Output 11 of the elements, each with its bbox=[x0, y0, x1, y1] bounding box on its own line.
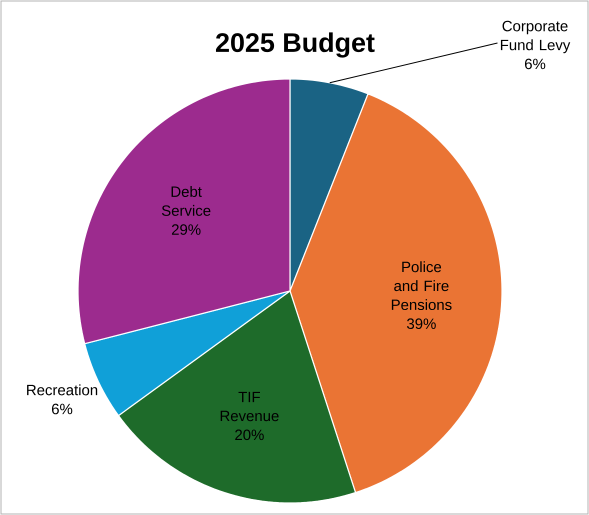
chart-title: 2025 Budget bbox=[216, 32, 375, 58]
data-label: 6% bbox=[524, 58, 546, 70]
slice-label: TIF Revenue bbox=[220, 392, 279, 422]
data-label: 39% bbox=[406, 318, 436, 329]
slice-label: Corporate Fund Levy bbox=[500, 20, 570, 54]
data-label: 20% bbox=[235, 430, 264, 440]
slice-label: Police and Fire Pensions bbox=[392, 261, 452, 310]
slice-label: Debt Service bbox=[162, 186, 210, 216]
data-label: 29% bbox=[172, 224, 201, 235]
slice-label: Recreation bbox=[27, 384, 98, 396]
data-label: 6% bbox=[52, 404, 72, 414]
